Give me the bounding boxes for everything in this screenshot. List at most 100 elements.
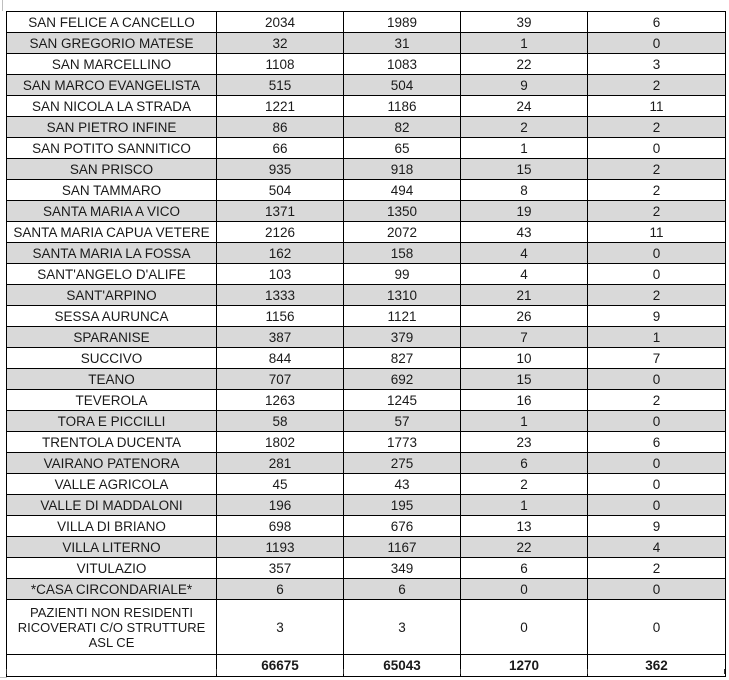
value-cell-3: 6 <box>460 557 588 579</box>
value-cell-3: 1 <box>460 410 588 432</box>
table-row: SAN TAMMARO 504 494 8 2 <box>6 179 726 201</box>
municipality-name-cell: SAN FELICE A CANCELLO <box>6 11 217 33</box>
cropped-border-artifact-bottom-left <box>0 677 7 678</box>
municipality-name-cell: SAN POTITO SANNITICO <box>6 137 217 159</box>
value-cell-3: 15 <box>460 158 588 180</box>
value-cell-4: 0 <box>587 578 726 600</box>
table-body: SAN FELICE A CANCELLO 2034 1989 39 6 SAN… <box>6 11 726 677</box>
value-cell-1: 66 <box>216 137 344 159</box>
value-cell-4: 2 <box>587 389 726 411</box>
value-cell-4: 2 <box>587 179 726 201</box>
value-cell-3: 1 <box>460 137 588 159</box>
municipality-name-cell: TEVEROLA <box>6 389 217 411</box>
value-cell-2: 195 <box>343 494 461 516</box>
municipality-name-cell: SESSA AURUNCA <box>6 305 217 327</box>
value-cell-1: 2126 <box>216 221 344 243</box>
value-cell-1: 698 <box>216 515 344 537</box>
value-cell-1: 45 <box>216 473 344 495</box>
value-cell-3: 19 <box>460 200 588 222</box>
value-cell-1: 1156 <box>216 305 344 327</box>
cropped-border-artifact-bottom <box>587 669 588 674</box>
value-cell-4: 6 <box>587 431 726 453</box>
value-cell-3: 21 <box>460 284 588 306</box>
value-cell-4: 11 <box>587 95 726 117</box>
table-row: *CASA CIRCONDARIALE* 6 6 0 0 <box>6 578 726 600</box>
municipality-name-cell: SAN MARCELLINO <box>6 53 217 75</box>
value-cell-3: 2 <box>460 473 588 495</box>
municipality-name-cell: TEANO <box>6 368 217 390</box>
municipality-name-cell: SANTA MARIA CAPUA VETERE <box>6 221 217 243</box>
value-cell-4: 0 <box>587 32 726 54</box>
table-row: SPARANISE 387 379 7 1 <box>6 326 726 348</box>
table-row: VALLE AGRICOLA 45 43 2 0 <box>6 473 726 495</box>
value-cell-3: 1270 <box>460 654 588 677</box>
value-cell-4: 1 <box>587 326 726 348</box>
totals-row: 66675 65043 1270 362 <box>6 654 726 677</box>
value-cell-1: 1108 <box>216 53 344 75</box>
municipality-name-cell: *CASA CIRCONDARIALE* <box>6 578 217 600</box>
value-cell-4: 2 <box>587 557 726 579</box>
municipality-name-cell: SANTA MARIA LA FOSSA <box>6 242 217 264</box>
value-cell-1: 3 <box>216 599 344 655</box>
value-cell-2: 3 <box>343 599 461 655</box>
table-row: TORA E PICCILLI 58 57 1 0 <box>6 410 726 432</box>
value-cell-4: 3 <box>587 53 726 75</box>
cropped-border-artifact-top <box>2 0 3 11</box>
municipality-name-cell: PAZIENTI NON RESIDENTI RICOVERATI C/O ST… <box>6 599 217 655</box>
value-cell-4: 0 <box>587 242 726 264</box>
table-row: VILLA DI BRIANO 698 676 13 9 <box>6 515 726 537</box>
value-cell-1: 515 <box>216 74 344 96</box>
cropped-border-artifact-bottom <box>724 669 725 674</box>
cropped-border-artifact-bottom <box>460 669 461 674</box>
value-cell-4: 0 <box>587 452 726 474</box>
value-cell-3: 24 <box>460 95 588 117</box>
value-cell-3: 0 <box>460 578 588 600</box>
value-cell-2: 6 <box>343 578 461 600</box>
value-cell-2: 1121 <box>343 305 461 327</box>
value-cell-2: 918 <box>343 158 461 180</box>
value-cell-1: 103 <box>216 263 344 285</box>
municipality-name-cell: SANT'ARPINO <box>6 284 217 306</box>
value-cell-1: 1371 <box>216 200 344 222</box>
value-cell-2: 65043 <box>343 654 461 677</box>
table-row: SANT'ANGELO D'ALIFE 103 99 4 0 <box>6 263 726 285</box>
value-cell-3: 2 <box>460 116 588 138</box>
value-cell-3: 4 <box>460 263 588 285</box>
cropped-border-artifact-bottom <box>343 669 344 674</box>
table-row: SAN MARCELLINO 1108 1083 22 3 <box>6 53 726 75</box>
value-cell-3: 6 <box>460 452 588 474</box>
value-cell-2: 1083 <box>343 53 461 75</box>
value-cell-2: 1310 <box>343 284 461 306</box>
value-cell-2: 99 <box>343 263 461 285</box>
value-cell-1: 1263 <box>216 389 344 411</box>
value-cell-3: 0 <box>460 599 588 655</box>
value-cell-2: 1245 <box>343 389 461 411</box>
value-cell-2: 158 <box>343 242 461 264</box>
value-cell-2: 504 <box>343 74 461 96</box>
value-cell-4: 2 <box>587 200 726 222</box>
value-cell-2: 2072 <box>343 221 461 243</box>
municipality-name-cell: SAN TAMMARO <box>6 179 217 201</box>
value-cell-2: 1350 <box>343 200 461 222</box>
value-cell-1: 58 <box>216 410 344 432</box>
value-cell-3: 7 <box>460 326 588 348</box>
table-row: VITULAZIO 357 349 6 2 <box>6 557 726 579</box>
value-cell-1: 844 <box>216 347 344 369</box>
table-row: SAN MARCO EVANGELISTA 515 504 9 2 <box>6 74 726 96</box>
value-cell-2: 275 <box>343 452 461 474</box>
value-cell-4: 11 <box>587 221 726 243</box>
table-row: SUCCIVO 844 827 10 7 <box>6 347 726 369</box>
table-row: PAZIENTI NON RESIDENTI RICOVERATI C/O ST… <box>6 599 726 655</box>
value-cell-2: 676 <box>343 515 461 537</box>
municipality-name-cell: VITULAZIO <box>6 557 217 579</box>
municipality-data-table: SAN FELICE A CANCELLO 2034 1989 39 6 SAN… <box>6 11 726 677</box>
table-row: SAN PRISCO 935 918 15 2 <box>6 158 726 180</box>
table-row: SAN NICOLA LA STRADA 1221 1186 24 11 <box>6 95 726 117</box>
value-cell-1: 281 <box>216 452 344 474</box>
table-row: SAN FELICE A CANCELLO 2034 1989 39 6 <box>6 11 726 33</box>
table-row: SANTA MARIA CAPUA VETERE 2126 2072 43 11 <box>6 221 726 243</box>
table-row: SANT'ARPINO 1333 1310 21 2 <box>6 284 726 306</box>
municipality-name-cell: VAIRANO PATENORA <box>6 452 217 474</box>
value-cell-1: 2034 <box>216 11 344 33</box>
